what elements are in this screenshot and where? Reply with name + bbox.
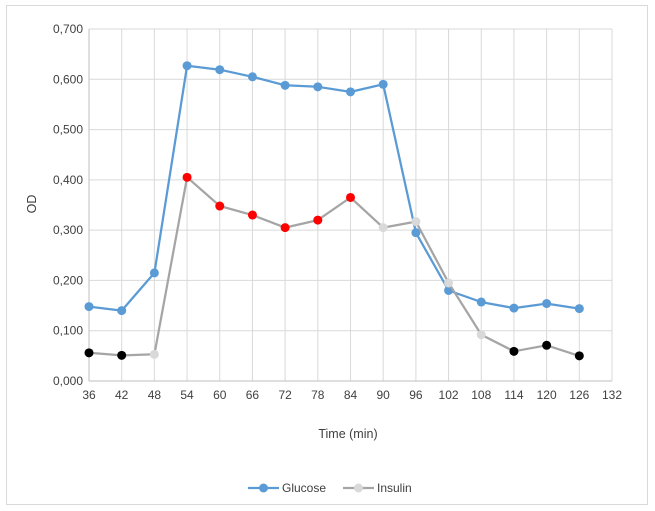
legend-label-insulin: Insulin xyxy=(377,481,412,495)
data-point-glucose xyxy=(476,297,486,307)
data-point-insulin xyxy=(149,349,159,359)
y-tick-label: 0,500 xyxy=(53,123,83,137)
x-tick-label: 36 xyxy=(82,388,96,402)
data-point-insulin xyxy=(247,210,257,220)
y-axis-title: OD xyxy=(25,195,39,214)
x-tick-label: 60 xyxy=(213,388,227,402)
data-point-insulin xyxy=(313,215,323,225)
x-tick-label: 108 xyxy=(471,388,491,402)
data-point-insulin xyxy=(509,346,519,356)
data-point-glucose xyxy=(280,80,290,90)
legend-marker-insulin xyxy=(354,483,363,493)
data-point-glucose xyxy=(313,82,323,92)
x-tick-label: 96 xyxy=(409,388,423,402)
x-tick-label: 54 xyxy=(180,388,194,402)
x-tick-label: 120 xyxy=(537,388,557,402)
x-tick-label: 66 xyxy=(246,388,260,402)
series-line-insulin xyxy=(88,176,580,357)
data-point-glucose xyxy=(509,303,519,313)
x-tick-label: 78 xyxy=(311,388,325,402)
data-point-insulin xyxy=(411,217,421,227)
data-point-insulin xyxy=(476,330,486,340)
series-line-glucose xyxy=(88,64,580,312)
y-tick-label: 0,700 xyxy=(53,22,83,36)
x-tick-label: 90 xyxy=(377,388,391,402)
data-point-glucose xyxy=(542,299,552,309)
data-point-insulin xyxy=(117,350,127,360)
x-tick-label: 84 xyxy=(344,388,358,402)
data-point-glucose xyxy=(378,79,388,89)
data-point-insulin xyxy=(378,223,388,233)
data-point-glucose xyxy=(411,228,421,238)
legend-label-glucose: Glucose xyxy=(282,481,326,495)
data-point-glucose xyxy=(247,72,257,82)
x-tick-label: 48 xyxy=(148,388,162,402)
data-point-insulin xyxy=(215,201,225,211)
data-point-insulin xyxy=(182,172,192,182)
legend-item-insulin: Insulin xyxy=(343,481,412,495)
axes xyxy=(88,29,612,382)
data-point-glucose xyxy=(84,302,94,312)
legend: Glucose Insulin xyxy=(248,481,412,495)
tick-labels: 0,000 0,100 0,200 0,300 0,400 0,500 0,600 0,700… xyxy=(53,22,622,402)
x-tick-label: 132 xyxy=(602,388,622,402)
legend-marker-glucose xyxy=(259,483,268,493)
data-point-insulin xyxy=(346,192,355,202)
y-tick-label: 0,200 xyxy=(53,273,83,287)
x-tick-label: 126 xyxy=(569,388,589,402)
data-point-glucose xyxy=(149,268,159,278)
data-point-glucose xyxy=(215,65,225,75)
data-point-glucose xyxy=(182,61,192,71)
y-tick-label: 0,100 xyxy=(53,324,83,338)
y-tick-label: 0,300 xyxy=(53,223,83,237)
data-point-glucose xyxy=(117,306,127,316)
data-point-insulin xyxy=(84,348,94,358)
series-layer xyxy=(84,61,584,361)
data-point-glucose xyxy=(346,87,355,97)
legend-item-glucose: Glucose xyxy=(248,481,326,495)
y-tick-label: 0,000 xyxy=(53,374,83,388)
x-tick-label: 72 xyxy=(278,388,292,402)
data-point-insulin xyxy=(542,340,552,350)
y-tick-label: 0,600 xyxy=(53,72,83,86)
grid xyxy=(89,28,613,381)
data-point-insulin xyxy=(444,278,454,288)
y-tick-label: 0,400 xyxy=(53,173,83,187)
x-tick-label: 114 xyxy=(504,388,523,402)
x-tick-label: 102 xyxy=(439,388,459,402)
data-point-insulin xyxy=(574,351,584,361)
x-tick-label: 42 xyxy=(115,388,129,402)
data-point-insulin xyxy=(280,223,290,233)
x-axis-title: Time (min) xyxy=(318,427,377,441)
data-point-glucose xyxy=(574,304,584,314)
